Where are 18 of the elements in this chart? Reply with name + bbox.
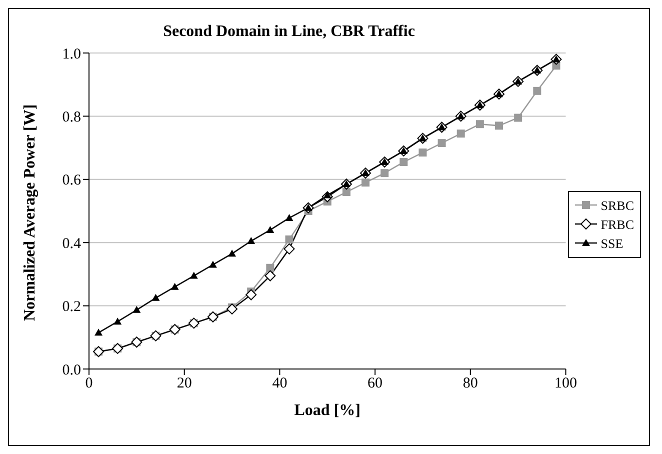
x-tick-label: 80 [462,376,478,392]
legend-label: SRBC [600,196,634,214]
legend-label: FRBC [600,216,634,234]
x-axis-title: Load [%] [294,402,360,419]
y-tick-label: 0.4 [62,236,82,252]
y-tick-label: 0.8 [62,110,81,126]
y-tick-label: 0.2 [62,299,81,316]
chart-title: Second Domain in Line, CBR Traffic [162,23,416,41]
x-tick-label: 0 [85,376,93,392]
y-axis-title: Normalized Average Power [W] [22,104,39,321]
x-tick-label: 40 [272,376,288,392]
y-tick-label: 1.0 [62,46,81,62]
y-tick-label: 0.6 [62,172,82,189]
x-tick-label: 20 [176,376,192,392]
legend-label: SSE [600,234,624,252]
x-tick-label: 60 [368,376,383,392]
y-tick-label: 0.0 [62,362,81,378]
x-tick-label: 100 [554,376,577,392]
